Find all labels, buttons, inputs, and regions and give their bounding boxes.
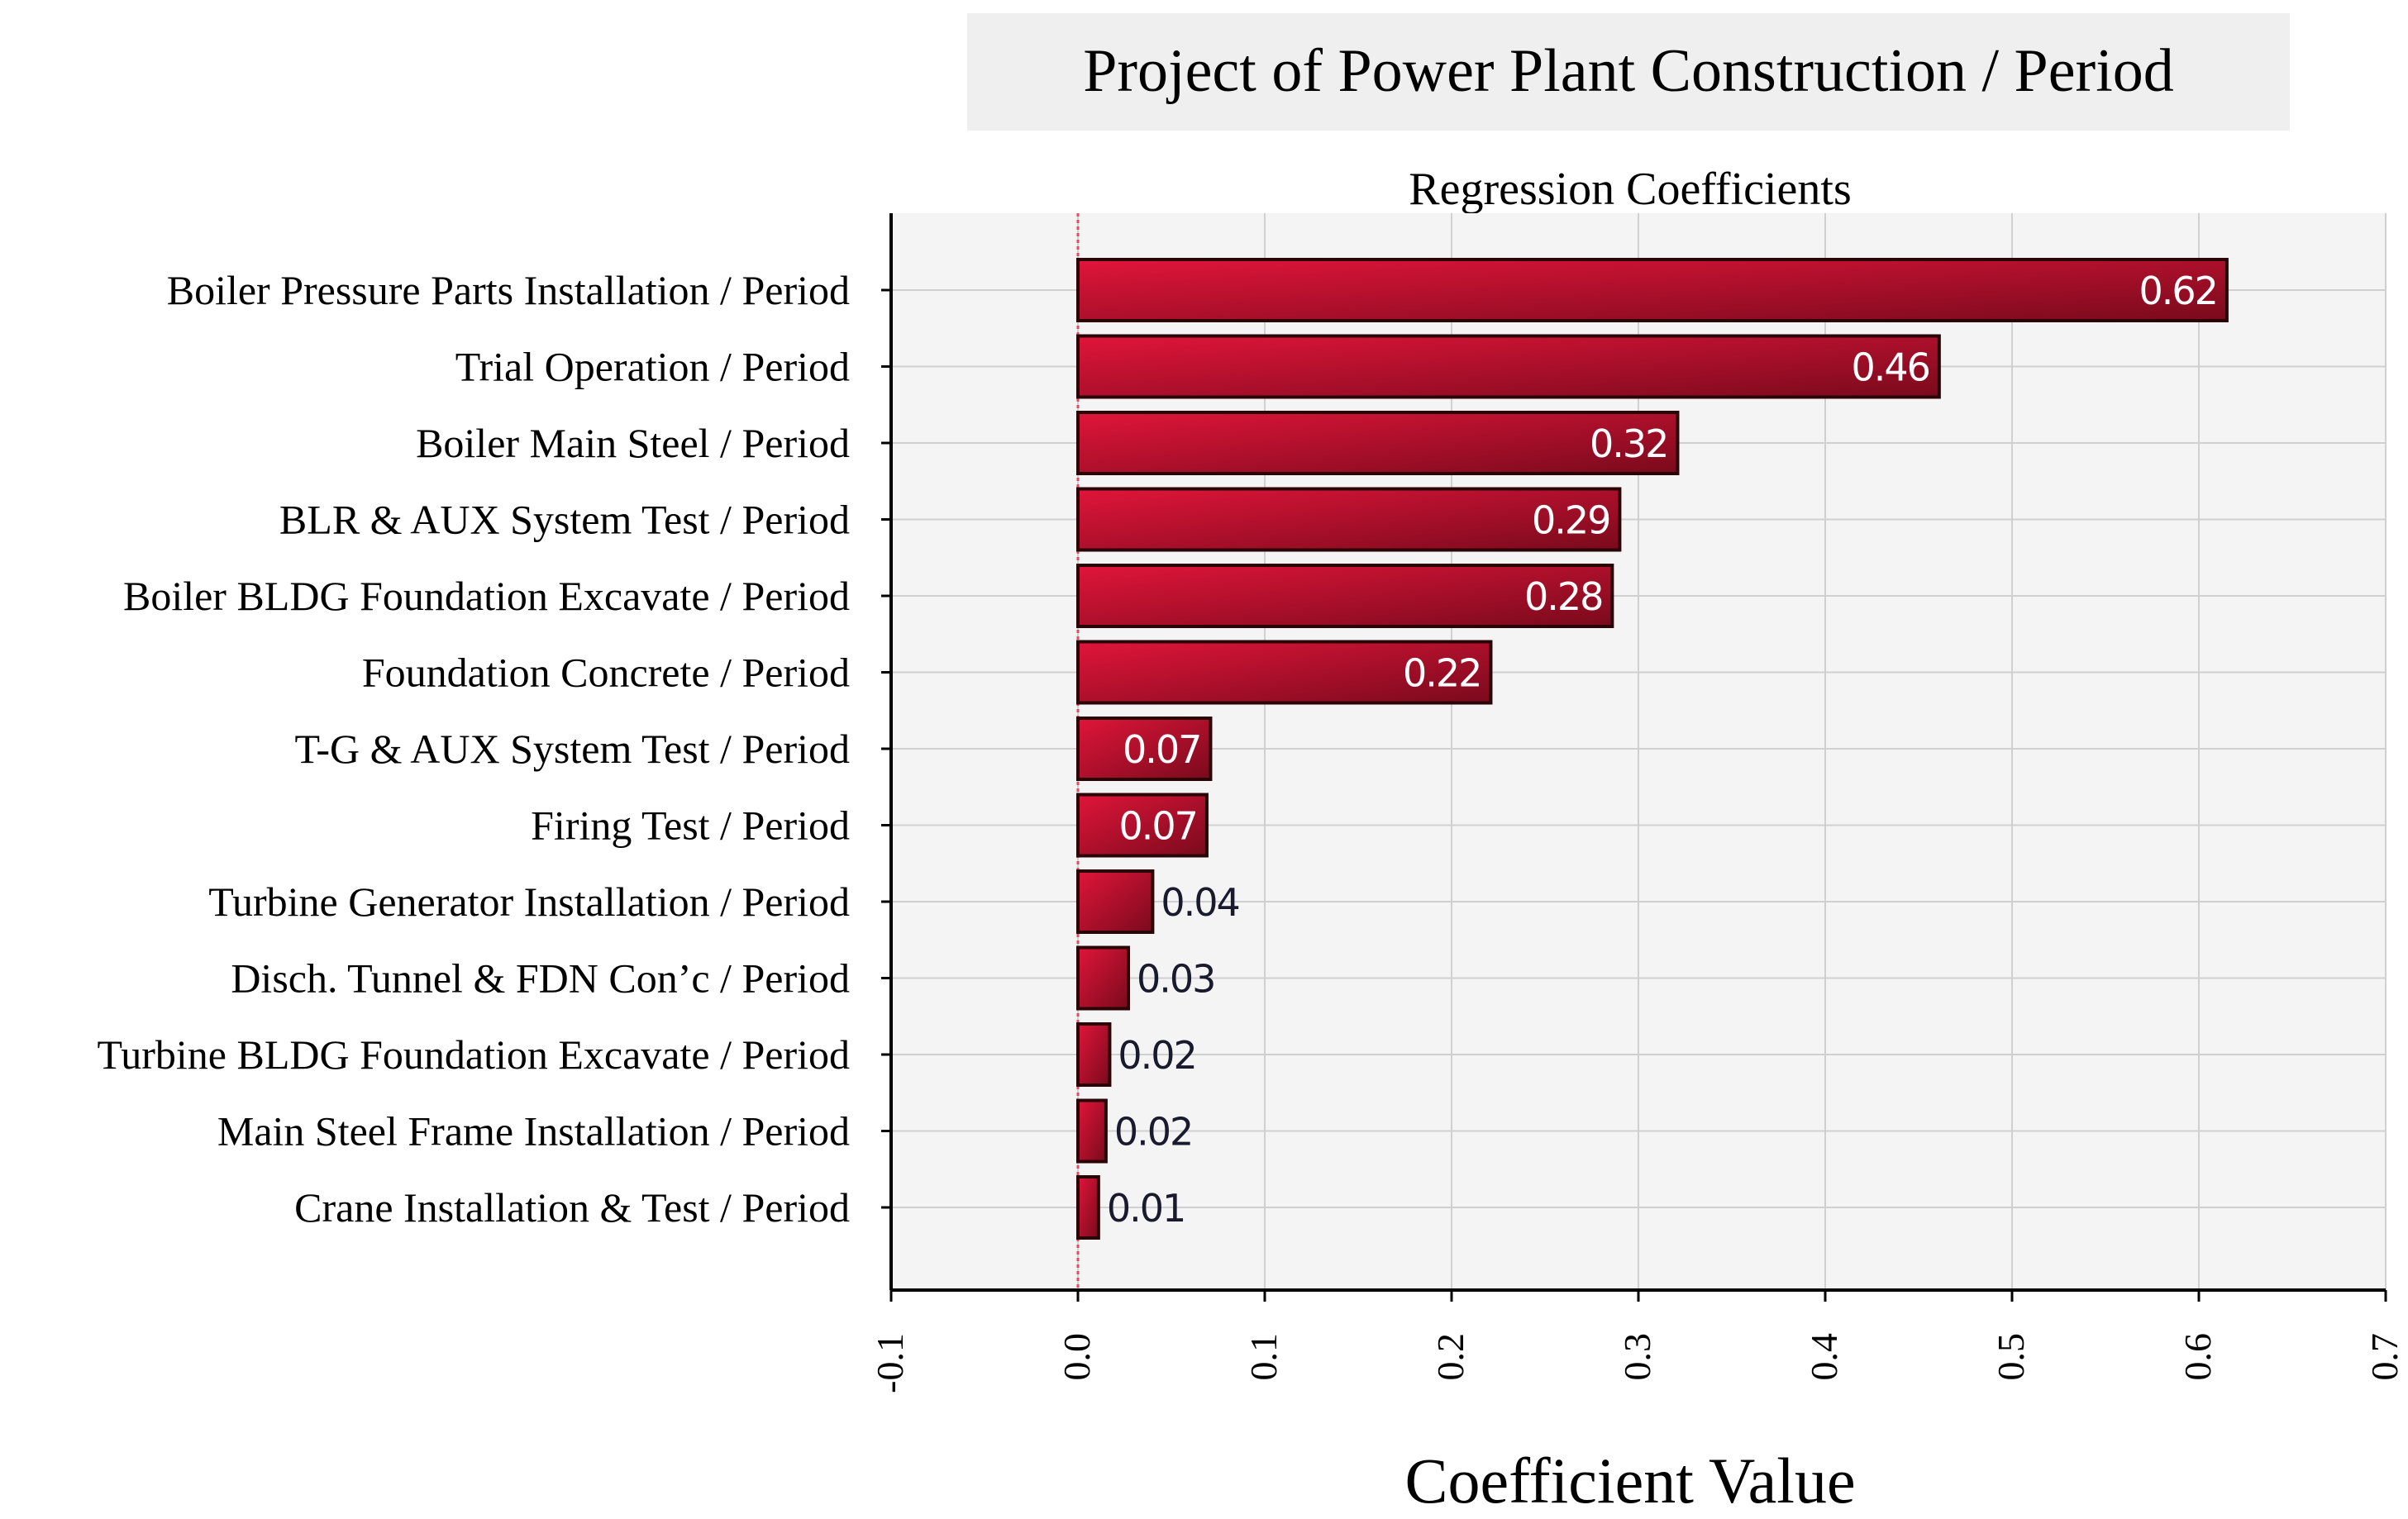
bar-value-label: 0.46 bbox=[1851, 345, 1929, 390]
bar bbox=[1076, 793, 1209, 858]
chart-title-box bbox=[967, 13, 2290, 131]
bar bbox=[1076, 258, 2229, 322]
category-label: Foundation Concrete / Period bbox=[362, 650, 850, 696]
category-label: Boiler Pressure Parts Installation / Per… bbox=[167, 267, 850, 313]
bar bbox=[1076, 1022, 1112, 1087]
x-tick-label: 0.4 bbox=[1803, 1333, 1845, 1381]
bar-value-label: 0.02 bbox=[1114, 1110, 1192, 1155]
x-tick-label: 0.6 bbox=[2177, 1333, 2219, 1381]
category-label: Trial Operation / Period bbox=[455, 344, 850, 390]
x-tick-label: 0.5 bbox=[1990, 1333, 2032, 1381]
bar bbox=[1076, 487, 1622, 552]
bar bbox=[1076, 945, 1131, 1011]
bar-value-label: 0.62 bbox=[2139, 269, 2216, 313]
bar-value-label: 0.03 bbox=[1137, 957, 1214, 1002]
value-labels: 0.62 0.46 0.32 0.29 0.28 0.22 0.07 0.07 0.04 0.03… bbox=[1107, 269, 2219, 1231]
category-label: Boiler Main Steel / Period bbox=[416, 420, 850, 466]
x-axis-ticks: -0.1 0.0 0.1 0.2 0.3 0.4 0.5 0.6 0.7 bbox=[869, 288, 2406, 1393]
category-label: Turbine Generator Installation / Period bbox=[208, 879, 850, 925]
bar bbox=[1076, 334, 1941, 399]
x-tick-label: -0.1 bbox=[869, 1333, 911, 1393]
category-label: BLR & AUX System Test / Period bbox=[279, 497, 850, 543]
category-label: Turbine BLDG Foundation Excavate / Perio… bbox=[97, 1031, 850, 1078]
category-label: Crane Installation & Test / Period bbox=[294, 1184, 850, 1231]
category-label: Firing Test / Period bbox=[531, 802, 850, 849]
x-axis-label: Coefficient Value bbox=[1404, 1445, 1855, 1517]
category-label: Disch. Tunnel & FDN Con’c / Period bbox=[231, 955, 850, 1002]
plot-subtitle: Regression Coefficients bbox=[1409, 164, 1852, 215]
bar bbox=[1076, 564, 1614, 628]
bar-value-label: 0.22 bbox=[1403, 651, 1481, 696]
chart-title: Project of Power Plant Construction / Pe… bbox=[1083, 37, 2174, 105]
bar-value-label: 0.07 bbox=[1119, 804, 1197, 849]
bar-value-label: 0.02 bbox=[1118, 1033, 1195, 1078]
x-tick-label: 0.7 bbox=[2363, 1333, 2406, 1381]
bar-value-label: 0.32 bbox=[1590, 421, 1667, 466]
bar bbox=[1076, 411, 1680, 475]
bar bbox=[1076, 717, 1213, 781]
bar bbox=[1076, 1098, 1108, 1164]
bar bbox=[1076, 1175, 1100, 1240]
x-tick-label: 0.2 bbox=[1429, 1333, 1471, 1381]
x-tick-label: 0.3 bbox=[1616, 1333, 1658, 1381]
bar-value-label: 0.01 bbox=[1107, 1186, 1185, 1231]
x-tick-label: 0.0 bbox=[1056, 1333, 1098, 1381]
bar-value-label: 0.29 bbox=[1532, 498, 1609, 543]
bars bbox=[1076, 258, 2229, 1240]
bar-value-label: 0.07 bbox=[1123, 727, 1200, 772]
bar-value-label: 0.28 bbox=[1524, 574, 1602, 619]
category-label: Main Steel Frame Installation / Period bbox=[217, 1108, 850, 1155]
x-tick-label: 0.1 bbox=[1242, 1333, 1285, 1381]
category-labels: Boiler Pressure Parts Installation / Per… bbox=[97, 267, 850, 1231]
bar bbox=[1076, 869, 1155, 934]
bar-value-label: 0.04 bbox=[1161, 880, 1238, 925]
category-label: Boiler BLDG Foundation Excavate / Period bbox=[123, 573, 850, 619]
bar bbox=[1076, 640, 1493, 705]
category-label: T-G & AUX System Test / Period bbox=[294, 726, 850, 772]
